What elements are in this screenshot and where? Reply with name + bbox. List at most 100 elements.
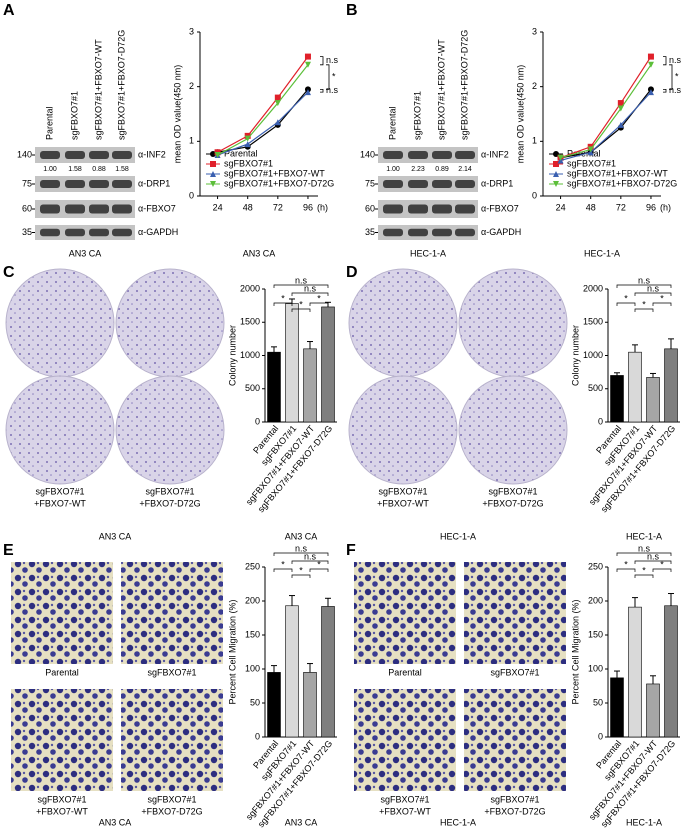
marker-label: 60 bbox=[22, 203, 32, 213]
significance-label: * bbox=[675, 71, 679, 81]
y-tick-label: 0 bbox=[598, 416, 603, 426]
marker-label: 35 bbox=[365, 227, 375, 237]
blot-band bbox=[89, 228, 109, 237]
significance-label: * bbox=[332, 71, 336, 81]
blot-band bbox=[455, 228, 475, 237]
x-axis-title: AN3 CA bbox=[243, 248, 276, 258]
significance-label: * bbox=[660, 293, 664, 303]
marker-label: 60 bbox=[365, 203, 375, 213]
significance-label: n.s bbox=[647, 283, 660, 293]
image-caption: sgFBXO7#1 bbox=[147, 794, 196, 804]
y-tick-label: 2000 bbox=[240, 283, 260, 293]
panel-label: D bbox=[346, 264, 358, 281]
migration-image bbox=[464, 689, 566, 791]
bar bbox=[664, 605, 678, 738]
band-quantification: 1.58 bbox=[115, 166, 129, 173]
significance-bracket bbox=[326, 64, 330, 90]
significance-bracket bbox=[634, 574, 654, 578]
data-point bbox=[617, 100, 624, 107]
blot-band bbox=[455, 204, 475, 214]
x-unit: (h) bbox=[317, 202, 328, 212]
image-caption: sgFBXO7#1 bbox=[147, 667, 196, 677]
lane-label: sgFBXO7#1 bbox=[412, 91, 422, 140]
significance-label: n.s bbox=[638, 275, 651, 285]
blot-band bbox=[65, 180, 85, 188]
significance-bracket bbox=[634, 560, 672, 564]
y-tick-label: 150 bbox=[588, 629, 603, 639]
significance-bracket bbox=[309, 302, 329, 306]
x-axis-title: HEC-1-A bbox=[626, 817, 662, 827]
y-tick-label: 500 bbox=[245, 383, 260, 393]
data-point bbox=[617, 121, 624, 128]
data-point bbox=[274, 94, 281, 101]
data-point bbox=[304, 61, 311, 68]
data-point bbox=[304, 89, 311, 96]
bar bbox=[321, 306, 335, 423]
significance-bracket bbox=[320, 56, 324, 66]
colony-dish-image bbox=[458, 268, 568, 378]
significance-label: * bbox=[660, 559, 664, 569]
legend-label: Parental bbox=[224, 148, 258, 158]
lane-label: Parental bbox=[387, 106, 397, 140]
bar bbox=[610, 677, 624, 738]
blot-band bbox=[112, 180, 132, 188]
x-tick-label: 24 bbox=[556, 202, 566, 212]
significance-label: * bbox=[299, 565, 303, 575]
y-tick-label: 100 bbox=[588, 663, 603, 673]
image-caption: sgFBXO7#1 bbox=[378, 486, 427, 496]
blot-band bbox=[112, 204, 132, 214]
significance-bracket bbox=[663, 89, 667, 93]
colony-dish-image bbox=[348, 375, 458, 485]
blot-band bbox=[112, 228, 132, 237]
y-tick-label: 0 bbox=[598, 731, 603, 741]
image-caption: +FBXO7-D72G bbox=[139, 498, 200, 508]
marker-label: 140 bbox=[360, 149, 375, 159]
significance-label: n.s bbox=[295, 543, 308, 553]
significance-label: * bbox=[317, 559, 321, 569]
band-quantification: 1.00 bbox=[386, 166, 400, 173]
significance-bracket bbox=[273, 552, 329, 556]
significance-bracket bbox=[652, 302, 672, 306]
data-point bbox=[587, 146, 594, 153]
migration-image bbox=[121, 562, 223, 664]
x-tick-label: 72 bbox=[273, 202, 283, 212]
data-point bbox=[210, 181, 216, 187]
y-tick-label: 0 bbox=[189, 190, 194, 200]
series-line bbox=[217, 56, 309, 153]
data-point bbox=[647, 61, 654, 68]
lane-label: sgFBXO7#1+FBXO7-D72G bbox=[116, 30, 126, 140]
y-tick-label: 200 bbox=[588, 595, 603, 605]
migration-image bbox=[11, 689, 113, 791]
blot-band bbox=[455, 180, 475, 188]
x-tick-label: 48 bbox=[243, 202, 253, 212]
blot-band bbox=[383, 151, 403, 159]
bar bbox=[267, 672, 281, 738]
x-tick-label: 96 bbox=[646, 202, 656, 212]
image-caption: +FBXO7-D72G bbox=[482, 498, 543, 508]
blot-band bbox=[383, 204, 403, 214]
panel-label: F bbox=[346, 542, 356, 559]
image-caption: +FBXO7-WT bbox=[379, 806, 431, 816]
y-axis-title: Colony number bbox=[227, 325, 237, 386]
series-line bbox=[560, 56, 652, 159]
legend-label: sgFBXO7#1+FBXO7-WT bbox=[567, 168, 668, 178]
image-caption: sgFBXO7#1 bbox=[380, 794, 429, 804]
band-quantification: 1.00 bbox=[43, 166, 57, 173]
series-line bbox=[560, 64, 652, 159]
x-axis-title: HEC-1-A bbox=[584, 248, 620, 258]
bar bbox=[321, 606, 335, 738]
bar bbox=[285, 303, 299, 423]
band-quantification: 1.58 bbox=[68, 166, 82, 173]
blot-band bbox=[408, 228, 428, 237]
colony-dish-image bbox=[115, 375, 225, 485]
legend-label: sgFBXO7#1 bbox=[224, 158, 273, 168]
significance-label: * bbox=[624, 293, 628, 303]
significance-bracket bbox=[291, 292, 329, 296]
cell-line-label: HEC-1-A bbox=[410, 248, 446, 258]
significance-bracket bbox=[273, 568, 293, 572]
y-tick-label: 250 bbox=[588, 561, 603, 571]
image-caption: sgFBXO7#1 bbox=[490, 667, 539, 677]
panel-label: C bbox=[3, 264, 15, 281]
lane-label: Parental bbox=[44, 106, 54, 140]
x-unit: (h) bbox=[660, 202, 671, 212]
